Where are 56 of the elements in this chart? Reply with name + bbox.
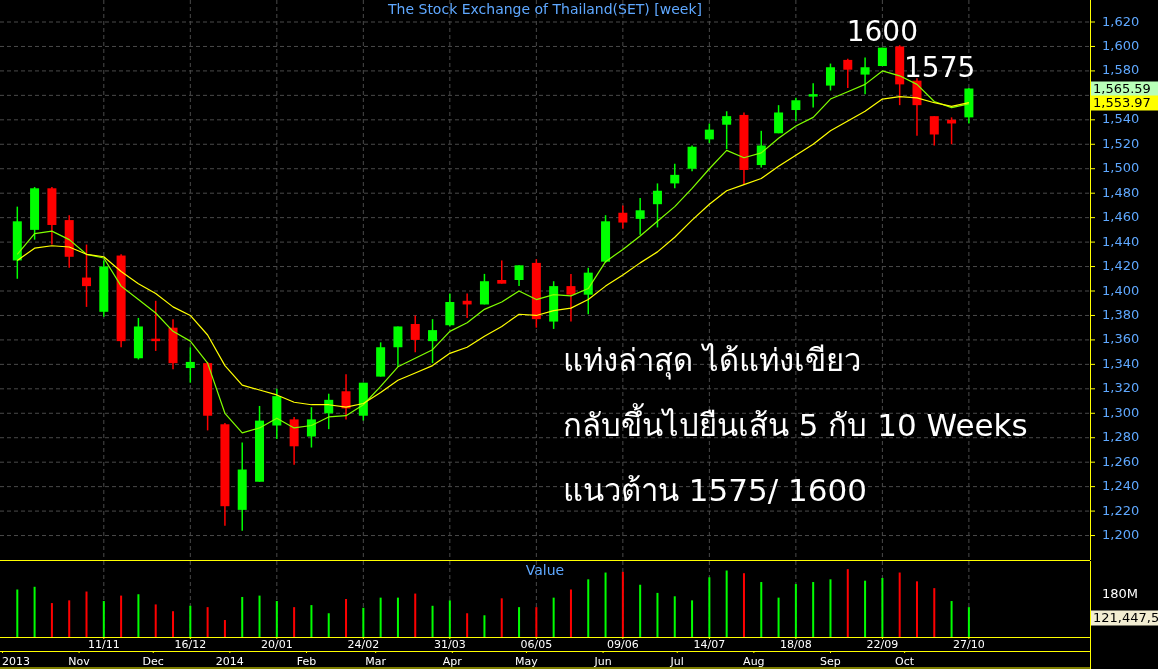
annotation: แนวต้าน 1575/ 1600 xyxy=(563,471,867,508)
x2-tick-label: 2013 xyxy=(2,655,30,668)
y-tick-label: 1,520 xyxy=(1102,135,1140,151)
text: 121,447,5 xyxy=(1093,609,1158,625)
annotation: แท่งล่าสุด ได้แท่งเขียว xyxy=(563,341,861,380)
y-tick-label: 1,360 xyxy=(1102,331,1140,347)
x-tick-label: 06/05 xyxy=(520,638,553,651)
y-tick-label: 1,200 xyxy=(1102,527,1140,543)
y-tick-label: 1,420 xyxy=(1102,258,1140,274)
x-tick-label: 31/03 xyxy=(433,638,466,651)
x-tick-label: 11/11 xyxy=(87,638,120,651)
x2-tick-label: Mar xyxy=(365,655,387,668)
y-tick-label: 1,460 xyxy=(1102,209,1140,225)
y-tick-label: 1,400 xyxy=(1102,282,1140,298)
y-tick-label: 1,240 xyxy=(1102,478,1140,494)
y-tick-label: 1,220 xyxy=(1102,502,1140,518)
y-tick-label: 1,600 xyxy=(1102,37,1140,53)
x-tick-label: 22/09 xyxy=(866,638,899,651)
y-tick-label: 1,500 xyxy=(1102,160,1140,176)
y-tick-label: 1,580 xyxy=(1102,62,1140,78)
y-tick-label: 1,480 xyxy=(1102,184,1140,200)
annotation: 1600 xyxy=(846,15,919,49)
text: 1,565.59 xyxy=(1093,80,1151,96)
y-tick-label: 1,620 xyxy=(1102,13,1140,29)
x2-tick-label: Sep xyxy=(820,655,841,668)
text: 180M xyxy=(1102,585,1139,601)
x-tick-label: 24/02 xyxy=(347,638,380,651)
x-tick-label: 16/12 xyxy=(174,638,207,651)
y-tick-label: 1,320 xyxy=(1102,380,1140,396)
annotation: 1575 xyxy=(904,51,976,84)
y-tick-label: 1,440 xyxy=(1102,233,1140,249)
annotation: กลับขึ้นไปยืนเส้น 5 กับ 10 Weeks xyxy=(563,402,1028,443)
x2-tick-label: 2014 xyxy=(215,655,244,668)
x2-tick-label: Apr xyxy=(442,655,463,668)
x2-tick-label: Oct xyxy=(895,655,915,668)
x-tick-label: 14/07 xyxy=(693,638,726,651)
x2-tick-label: Feb xyxy=(296,655,317,668)
y-tick-label: 1,300 xyxy=(1102,404,1140,420)
x-tick-label: 09/06 xyxy=(607,638,639,651)
x-tick-label: 27/10 xyxy=(953,638,985,651)
chart-title: The Stock Exchange of Thailand(SET) [week] xyxy=(387,1,702,17)
y-tick-label: 1,280 xyxy=(1102,429,1140,445)
x2-tick-label: Jun xyxy=(593,655,612,668)
y-tick-label: 1,340 xyxy=(1102,355,1140,371)
chart-title: Value xyxy=(525,562,565,578)
x2-tick-label: Aug xyxy=(743,655,765,668)
y-tick-label: 1,380 xyxy=(1102,306,1140,322)
x2-tick-label: May xyxy=(515,655,539,668)
x-tick-label: 20/01 xyxy=(260,638,293,651)
y-tick-label: 1,260 xyxy=(1102,453,1140,469)
x-tick-label: 18/08 xyxy=(780,638,812,651)
y-tick-label: 1,540 xyxy=(1102,111,1140,127)
x2-tick-label: Nov xyxy=(68,655,91,668)
text: 1,553.97 xyxy=(1093,94,1151,110)
x2-tick-label: Jul xyxy=(669,655,684,668)
x2-tick-label: Dec xyxy=(142,655,164,668)
